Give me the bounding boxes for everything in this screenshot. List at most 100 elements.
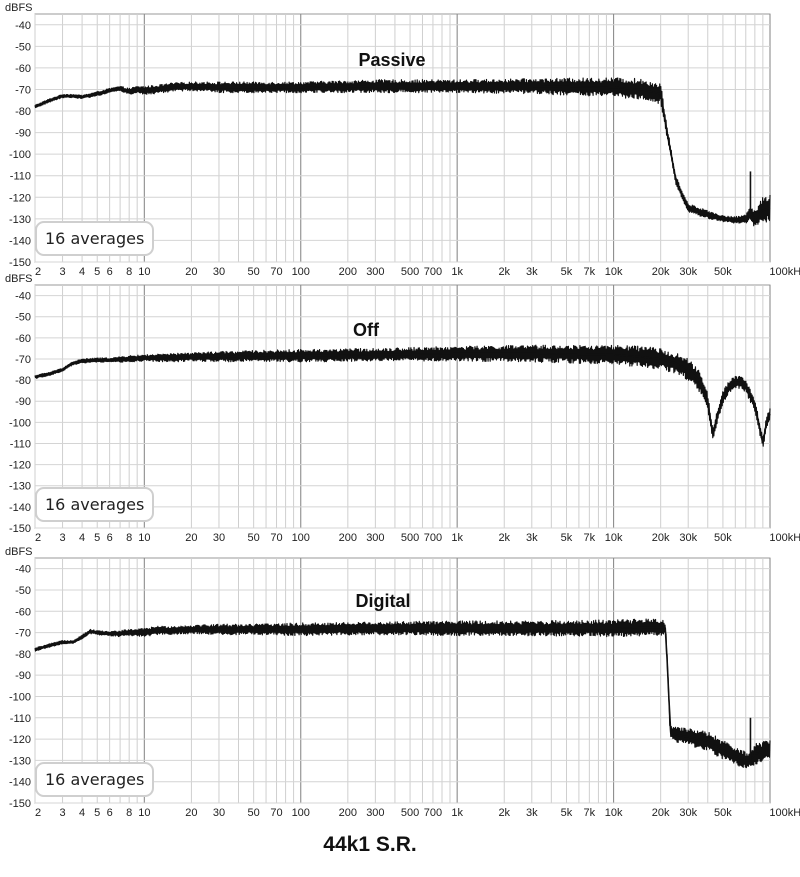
x-tick-label: 300: [366, 532, 384, 544]
plot-frame: [34, 284, 771, 529]
x-tick-label: 6: [107, 266, 113, 278]
x-tick-label: 30k: [679, 807, 697, 819]
y-tick-label: -110: [10, 438, 31, 450]
y-tick-label: -130: [9, 755, 31, 767]
x-tick-label: 200: [339, 807, 357, 819]
x-tick-label: 20: [185, 532, 197, 544]
x-tick-label: 10k: [605, 266, 623, 278]
y-tick-label: -80: [15, 375, 31, 387]
figure-caption: 44k1 S.R.: [323, 833, 417, 856]
y-tick-label: -110: [10, 713, 31, 725]
y-axis-unit: dBFS: [5, 2, 33, 14]
series-core-line: [34, 85, 771, 221]
x-tick-label: 5: [94, 807, 100, 819]
y-tick-label: -60: [15, 63, 31, 75]
y-tick-label: -80: [15, 649, 31, 661]
averages-badge: [35, 221, 154, 256]
y-tick-label: -120: [9, 734, 31, 746]
y-tick-label: -100: [9, 417, 31, 429]
x-tick-label: 8: [126, 532, 132, 544]
y-tick-label: -90: [15, 128, 31, 140]
x-tick-label: 700: [424, 532, 442, 544]
y-tick-label: -60: [15, 333, 31, 345]
averages-badge-label: 16 averages: [45, 770, 144, 789]
y-tick-label: -100: [9, 691, 31, 703]
x-tick-label: 3k: [526, 266, 538, 278]
x-tick-label: 5: [94, 532, 100, 544]
y-tick-label: -50: [15, 585, 31, 597]
x-tick-label: 6: [107, 807, 113, 819]
x-tick-label: 3k: [526, 532, 538, 544]
y-tick-label: -50: [15, 41, 31, 53]
x-tick-label: 5: [94, 266, 100, 278]
x-tick-label: 2k: [498, 266, 510, 278]
x-tick-label: 70: [270, 532, 282, 544]
y-tick-label: -70: [15, 84, 31, 96]
x-grid: [34, 14, 771, 262]
x-tick-label: 2: [35, 266, 41, 278]
x-tick-label: 7k: [584, 532, 596, 544]
x-tick-label: 4: [79, 266, 85, 278]
y-tick-label: -100: [9, 149, 31, 161]
x-tick-label: 50: [248, 807, 260, 819]
y-tick-label: -140: [9, 777, 31, 789]
x-tick-label: 8: [126, 807, 132, 819]
y-tick-label: -90: [15, 396, 31, 408]
x-tick-label: 300: [366, 807, 384, 819]
y-tick-label: -80: [15, 106, 31, 118]
y-tick-label: -40: [15, 564, 31, 576]
y-tick-label: -70: [15, 628, 31, 640]
x-tick-label: 70: [270, 266, 282, 278]
x-tick-label: 20: [185, 266, 197, 278]
x-tick-label: 5k: [561, 266, 573, 278]
x-tick-label: 700: [424, 807, 442, 819]
x-tick-label: 10k: [605, 532, 623, 544]
x-tick-label: 4: [79, 807, 85, 819]
x-tick-label: 100kHz: [769, 532, 800, 544]
x-tick-label: 100: [292, 532, 310, 544]
y-tick-label: -140: [9, 235, 31, 247]
chart-panel-3: -40 -50 -60 -70 -80 -90 -100 -110 -120 -130 -140 -1…: [5, 546, 800, 819]
x-tick-label: 500: [401, 266, 419, 278]
y-tick-label: -110: [10, 171, 31, 183]
x-tick-label: 2: [35, 532, 41, 544]
x-tick-label: 50: [248, 266, 260, 278]
x-tick-label: 2k: [498, 532, 510, 544]
x-tick-label: 1k: [451, 807, 463, 819]
chart-title: Passive: [358, 50, 425, 70]
y-tick-label: -150: [9, 257, 31, 269]
x-tick-label: 20: [185, 807, 197, 819]
x-tick-label: 1k: [451, 266, 463, 278]
y-grid: [35, 24, 770, 263]
x-tick-label: 10: [138, 807, 150, 819]
y-axis-unit: dBFS: [5, 546, 33, 558]
y-tick-label: -120: [9, 460, 31, 472]
series-line: [34, 77, 771, 227]
y-tick-label: -40: [15, 291, 31, 303]
x-tick-label: 3: [59, 266, 65, 278]
x-tick-label: 5k: [561, 807, 573, 819]
y-tick-label: -90: [15, 670, 31, 682]
x-tick-label: 3: [59, 532, 65, 544]
chart-panel-1: -40 -50 -60 -70 -80 -90 -100 -110 -120 -130 -140 -1…: [5, 2, 800, 278]
x-tick-label: 100: [292, 266, 310, 278]
x-tick-label: 2k: [498, 807, 510, 819]
x-tick-label: 6: [107, 532, 113, 544]
x-tick-label: 30: [213, 266, 225, 278]
x-tick-label: 50k: [714, 532, 732, 544]
x-tick-label: 10k: [605, 807, 623, 819]
x-tick-label: 20k: [652, 266, 670, 278]
series-core-line: [34, 626, 771, 762]
y-tick-label: -130: [9, 481, 31, 493]
y-grid: [35, 295, 770, 529]
x-tick-label: 20k: [652, 532, 670, 544]
x-tick-label: 500: [401, 807, 419, 819]
x-tick-label: 30k: [679, 532, 697, 544]
y-tick-label: -50: [15, 312, 31, 324]
x-tick-label: 7k: [584, 807, 596, 819]
x-tick-label: 5k: [561, 532, 573, 544]
x-tick-label: 8: [126, 266, 132, 278]
x-tick-label: 3k: [526, 807, 538, 819]
averages-badge-label: 16 averages: [45, 495, 144, 514]
